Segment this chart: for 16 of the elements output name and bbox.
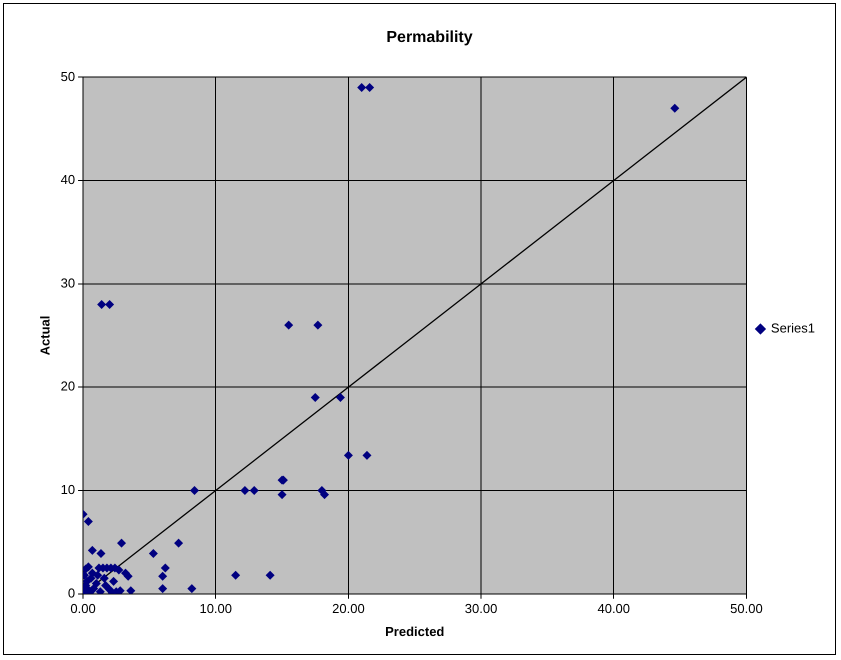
y-tick-label: 30 <box>60 275 76 290</box>
y-tick-label: 50 <box>60 68 76 84</box>
x-tick-label: 10.00 <box>199 601 232 616</box>
y-tick-label: 40 <box>60 172 76 188</box>
y-tick-label: 0 <box>68 585 76 600</box>
y-tick-label: 10 <box>60 482 76 498</box>
x-axis-title: Predicted <box>385 624 444 639</box>
legend-label: Series1 <box>770 320 815 336</box>
y-axis-title: Actual <box>37 316 52 356</box>
x-tick-label: 20.00 <box>332 601 365 616</box>
chart-title: Permability <box>386 29 473 46</box>
x-tick-label: 50.00 <box>730 601 763 616</box>
y-tick-label: 20 <box>60 378 76 394</box>
x-tick-label: 40.00 <box>597 601 630 616</box>
x-tick-label: 0.00 <box>70 601 96 616</box>
x-tick-label: 30.00 <box>464 601 498 616</box>
